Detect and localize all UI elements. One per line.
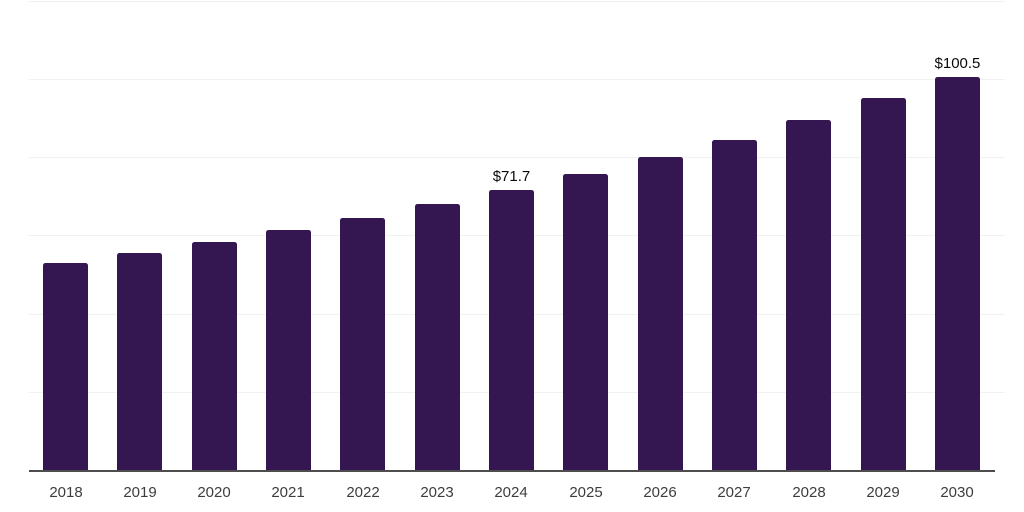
bar-2024 bbox=[489, 190, 534, 470]
x-axis-tick-label-2026: 2026 bbox=[643, 484, 677, 501]
bar-2023 bbox=[415, 204, 460, 470]
gridline bbox=[29, 1, 1005, 2]
x-axis-tick-label-2028: 2028 bbox=[792, 484, 826, 501]
bar-2030 bbox=[935, 77, 980, 470]
bar-2029 bbox=[861, 98, 906, 470]
x-axis-tick-label-2027: 2027 bbox=[717, 484, 751, 501]
plot-area: $71.7 $100.5 bbox=[29, 0, 1005, 472]
bar-2027 bbox=[712, 140, 757, 470]
bar-value-label-2024: $71.7 bbox=[492, 168, 531, 185]
x-axis-tick-label-2025: 2025 bbox=[569, 484, 603, 501]
x-axis-tick-label-2019: 2019 bbox=[123, 484, 157, 501]
gridline bbox=[29, 157, 1005, 158]
bar-2018 bbox=[43, 263, 88, 470]
x-axis-tick-label-2024: 2024 bbox=[494, 484, 528, 501]
bar-2020 bbox=[192, 242, 237, 470]
x-axis-tick-label-2029: 2029 bbox=[866, 484, 900, 501]
bar-2028 bbox=[786, 120, 831, 470]
x-axis-tick-label-2022: 2022 bbox=[346, 484, 380, 501]
bar-2022 bbox=[340, 218, 385, 470]
bar-2019 bbox=[117, 253, 162, 470]
x-axis-line bbox=[29, 470, 995, 472]
x-axis-tick-label-2018: 2018 bbox=[49, 484, 83, 501]
gridline bbox=[29, 79, 1005, 80]
x-axis-tick-label-2023: 2023 bbox=[420, 484, 454, 501]
bar-2021 bbox=[266, 230, 311, 470]
x-axis-tick-label-2020: 2020 bbox=[197, 484, 231, 501]
bar-value-label-2030: $100.5 bbox=[934, 55, 981, 72]
bar-2025 bbox=[563, 174, 608, 470]
x-axis-tick-label-2030: 2030 bbox=[940, 484, 974, 501]
bar-2026 bbox=[638, 157, 683, 470]
x-axis-tick-label-2021: 2021 bbox=[271, 484, 305, 501]
